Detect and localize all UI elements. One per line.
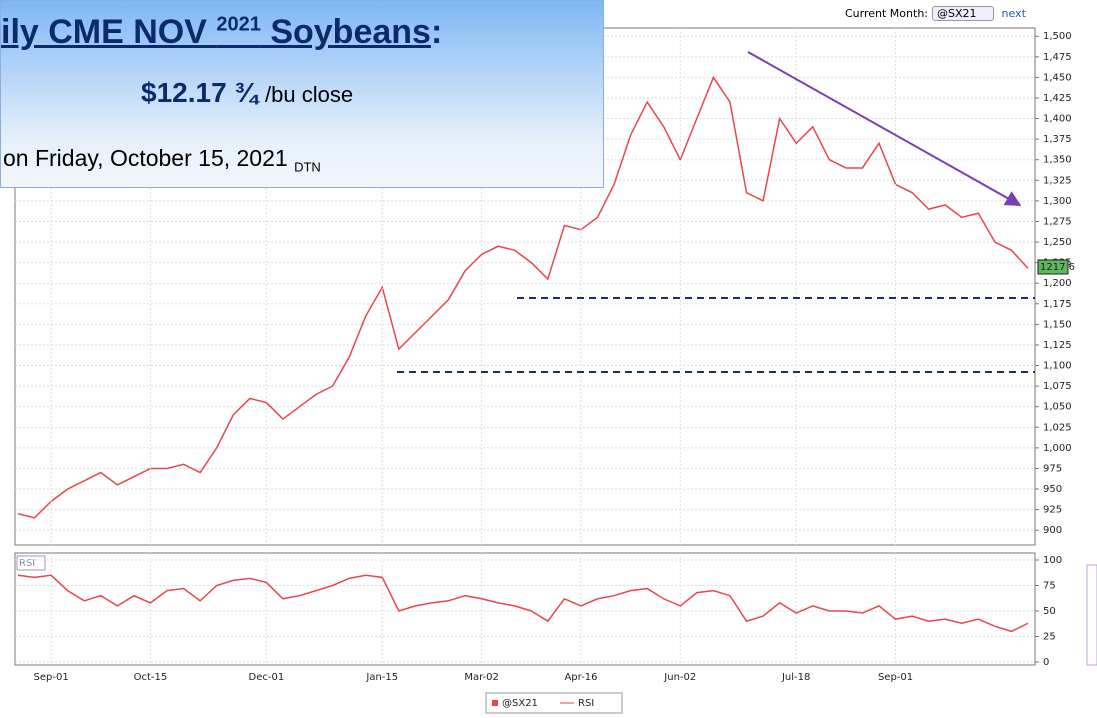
y-tick-label: 1,175 (1043, 299, 1072, 310)
title-part: Soybeans (260, 13, 431, 51)
x-tick-label: Jun-02 (663, 672, 696, 683)
y-tick-label: 1,300 (1043, 196, 1072, 207)
y-tick-label: 1,475 (1043, 52, 1072, 63)
x-tick-label: Apr-16 (564, 672, 597, 683)
y-tick-label: 1,325 (1043, 175, 1072, 186)
header-price: $12.17 ¾ /bu close (141, 77, 353, 109)
y-tick-label: 1,275 (1043, 216, 1072, 227)
title-part: : (430, 13, 443, 51)
y-tick-label: 1,100 (1043, 361, 1072, 372)
y-tick-label: 100 (1043, 555, 1062, 566)
trend-arrow (747, 51, 1022, 206)
y-tick-label: 1,425 (1043, 93, 1072, 104)
x-tick-label: Mar-02 (464, 672, 499, 683)
y-tick-label: 75 (1043, 581, 1056, 592)
y-tick-label: 1,375 (1043, 134, 1072, 145)
legend-swatch (492, 700, 498, 706)
month-select[interactable]: @SX21 (932, 6, 994, 21)
y-tick-label: 1,500 (1043, 31, 1072, 42)
header-title: ily CME NOV 2021 Soybeans: (1, 13, 442, 52)
y-tick-label: 1,150 (1043, 319, 1072, 330)
series-line (17, 574, 1029, 633)
x-tick-label: Dec-01 (249, 672, 285, 683)
x-tick-label: Oct-15 (134, 672, 168, 683)
title-sup: 2021 (216, 13, 261, 36)
y-tick-label: 1,400 (1043, 114, 1072, 125)
x-tick-label: Sep-01 (878, 672, 913, 683)
price-unit: /bu close (265, 82, 354, 107)
header-date: on Friday, October 15, 2021 DTN (3, 145, 321, 175)
series-line (17, 75, 1029, 519)
y-tick-label: 1,000 (1043, 443, 1072, 454)
toolbar: Current Month: @SX21 next (845, 6, 1026, 21)
y-tick-label: 1,250 (1043, 237, 1072, 248)
y-tick-label: 1,200 (1043, 278, 1072, 289)
y-tick-label: 950 (1043, 484, 1062, 495)
side-box (1086, 564, 1097, 666)
y-tick-label: 925 (1043, 505, 1062, 516)
toolbar-label: Current Month: (845, 7, 928, 20)
y-tick-label: 1,025 (1043, 422, 1072, 433)
next-link[interactable]: next (1001, 7, 1026, 20)
legend-label: @SX21 (502, 698, 538, 709)
y-tick-label: 1,450 (1043, 72, 1072, 83)
y-tick-label: 50 (1043, 606, 1056, 617)
x-tick-label: Jul-18 (781, 672, 810, 683)
title-part: ily CME NOV (1, 13, 217, 51)
last-price-tag-box (1037, 259, 1069, 275)
price: $12.17 ¾ (141, 77, 258, 108)
x-tick-label: Jan-15 (365, 672, 398, 683)
y-tick-label: 0 (1043, 657, 1049, 668)
x-tick-label: Sep-01 (34, 672, 69, 683)
y-tick-label: 1,075 (1043, 381, 1072, 392)
legend (485, 692, 623, 714)
source: DTN (294, 159, 321, 175)
legend-label: RSI (578, 698, 594, 709)
rsi-label: RSI (19, 558, 35, 569)
date: on Friday, October 15, 2021 (3, 145, 288, 171)
y-tick-label: 975 (1043, 463, 1062, 474)
y-tick-label: 1,125 (1043, 340, 1072, 351)
last-price-tag: 1217 6 (1040, 262, 1075, 273)
header-box: ily CME NOV 2021 Soybeans: $12.17 ¾ /bu … (0, 0, 604, 188)
y-tick-label: 25 (1043, 632, 1056, 643)
y-tick-label: 900 (1043, 525, 1062, 536)
y-tick-label: 1,050 (1043, 402, 1072, 413)
y-tick-label: 1,350 (1043, 155, 1072, 166)
